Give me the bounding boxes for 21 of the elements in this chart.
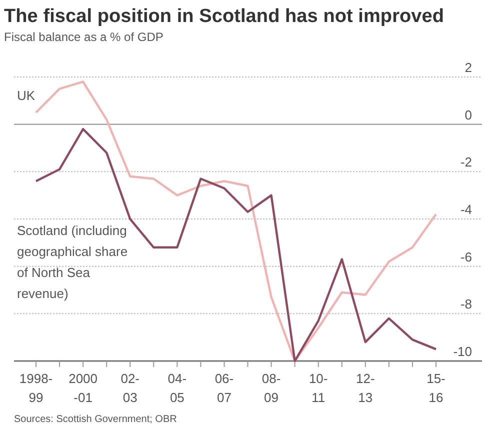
x-tick-label: 15- 16 xyxy=(426,371,446,405)
y-tick-label: -4 xyxy=(460,202,472,217)
x-tick-label: 06- 07 xyxy=(214,371,234,405)
y-tick-label: -8 xyxy=(460,296,472,312)
y-tick-label: -2 xyxy=(460,154,472,170)
source-note: Sources: Scottish Government; OBR xyxy=(14,414,177,425)
x-tick-label: 12- 13 xyxy=(356,371,375,405)
chart-subtitle: Fiscal balance as a % of GDP xyxy=(4,30,164,44)
x-tick-label: 1998- 99 xyxy=(19,371,53,405)
x-tick-label: 04- 05 xyxy=(168,371,187,405)
y-tick-label: -10 xyxy=(453,344,472,359)
series-label: Scotland (including geographical share of North Sea revenue) xyxy=(17,223,128,301)
series-label: UK xyxy=(17,88,36,103)
x-tick-label: 10- 11 xyxy=(308,371,328,405)
x-tick-label: 08- 09 xyxy=(262,371,281,405)
y-tick-label: 0 xyxy=(464,107,472,122)
y-tick-label: 2 xyxy=(464,60,472,75)
x-tick-label: 2000 -01 xyxy=(68,371,98,405)
y-tick-label: -6 xyxy=(460,249,472,264)
x-tick-label: 02- 03 xyxy=(120,371,140,405)
chart-title: The fiscal position in Scotland has not improved xyxy=(4,6,444,27)
